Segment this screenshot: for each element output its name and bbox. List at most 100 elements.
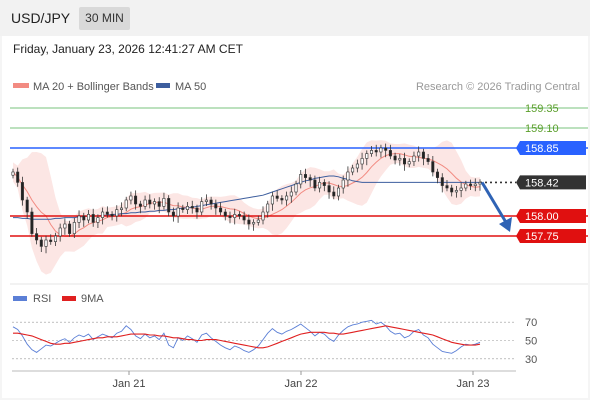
candle-body [351, 167, 355, 173]
ma9-legend-swatch [62, 296, 76, 301]
candle-body [289, 191, 293, 197]
candle-body [25, 199, 29, 213]
candle-body [407, 161, 411, 165]
candle-body [412, 155, 416, 162]
candle-body [252, 222, 256, 225]
candle-body [72, 222, 76, 234]
candle-body [459, 187, 463, 191]
candle-body [445, 185, 449, 189]
candle-body [398, 158, 402, 161]
candle-body [473, 183, 477, 186]
forecast-arrow-head [499, 217, 512, 232]
candle-body [82, 215, 86, 221]
candle-body [454, 190, 458, 193]
candle-body [58, 227, 62, 237]
candle-body [120, 207, 124, 210]
candle-body [143, 199, 147, 207]
candle-body [49, 239, 53, 242]
candle-body [270, 195, 274, 205]
candle-body [294, 183, 298, 193]
candle-body [237, 214, 241, 217]
level-badge-157.75 [516, 229, 586, 243]
level-label-159.35: 159.35 [525, 103, 559, 115]
timeframe-button[interactable]: 30 MIN [79, 7, 130, 30]
candle-body [77, 215, 81, 223]
candle-body [346, 171, 350, 181]
candle-body [167, 198, 171, 213]
candle-body [134, 195, 138, 205]
candle-body [360, 158, 364, 165]
x-axis-ticks: Jan 21 Jan 22 Jan 23 [112, 371, 490, 390]
candle-body [285, 195, 289, 201]
candle-body [223, 211, 227, 217]
candle-body [384, 147, 388, 151]
candle-body [39, 239, 43, 247]
candle-body [129, 195, 133, 201]
candle-body [369, 150, 373, 154]
candle-body [138, 203, 142, 207]
candle-body [115, 209, 119, 217]
ma50-legend-swatch [156, 83, 170, 88]
x-tick-label: Jan 22 [284, 378, 317, 390]
rsi-tick-label-70: 70 [525, 317, 537, 329]
candle-body [96, 217, 100, 223]
candle-body [153, 201, 157, 205]
candle-body [275, 195, 279, 199]
candle-body [247, 219, 251, 225]
candle-body [124, 199, 128, 209]
candle-body [209, 199, 213, 205]
rsi-legend-swatch [13, 296, 27, 301]
rsi-tick-label-50: 50 [525, 336, 537, 348]
candle-body [402, 158, 406, 165]
candle-body [44, 239, 48, 247]
candle-body [379, 147, 383, 153]
candle-body [195, 207, 199, 213]
ma9-legend-label: 9MA [81, 293, 104, 305]
candle-body [341, 179, 345, 189]
candle-body [30, 211, 34, 234]
candle-body [355, 163, 359, 169]
candle-body [190, 206, 194, 209]
candle-body [11, 171, 15, 176]
candle-body [186, 206, 190, 210]
candle-body [280, 198, 284, 201]
level-label-157.75: 157.75 [525, 231, 559, 243]
x-tick-label: Jan 21 [112, 378, 145, 390]
candle-body [242, 215, 246, 221]
level-badge-158.85 [516, 141, 586, 155]
timestamp-label: Friday, January 23, 2026 12:41:27 AM CET [13, 42, 243, 56]
candle-body [176, 207, 180, 217]
candle-body [87, 214, 91, 221]
candle-body [157, 201, 161, 207]
candle-body [365, 153, 369, 159]
candle-body [105, 211, 109, 215]
ma20-legend-label: MA 20 + Bollinger Bands [33, 81, 154, 93]
candle-body [313, 179, 317, 189]
candle-body [435, 171, 439, 178]
level-label-158.42: 158.42 [525, 177, 559, 189]
price-chart: 159.35 159.10 158.85 158.42 158.00 157.75 [10, 103, 588, 275]
9ma-line [13, 325, 481, 349]
candle-body [148, 199, 152, 205]
candle-body [68, 223, 72, 234]
candle-body [327, 185, 331, 193]
candle-body [91, 214, 95, 223]
ma20-line [12, 153, 481, 237]
forecast-arrow-shaft [480, 181, 509, 225]
level-label-158.00: 158.00 [525, 211, 559, 223]
candle-body [63, 223, 67, 229]
candle-body [162, 198, 166, 207]
candle-body [16, 171, 20, 183]
candle-body [228, 215, 232, 218]
candle-body [450, 187, 454, 193]
candle-body [219, 207, 223, 213]
candle-body [53, 235, 57, 242]
candle-body [110, 214, 114, 217]
candle-body [214, 203, 218, 209]
level-badge-158.00 [516, 209, 586, 223]
candle-body [256, 219, 260, 223]
candle-body [393, 155, 397, 161]
candle-body [374, 150, 378, 153]
candle-body [469, 183, 473, 186]
level-label-159.10: 159.10 [525, 123, 559, 135]
